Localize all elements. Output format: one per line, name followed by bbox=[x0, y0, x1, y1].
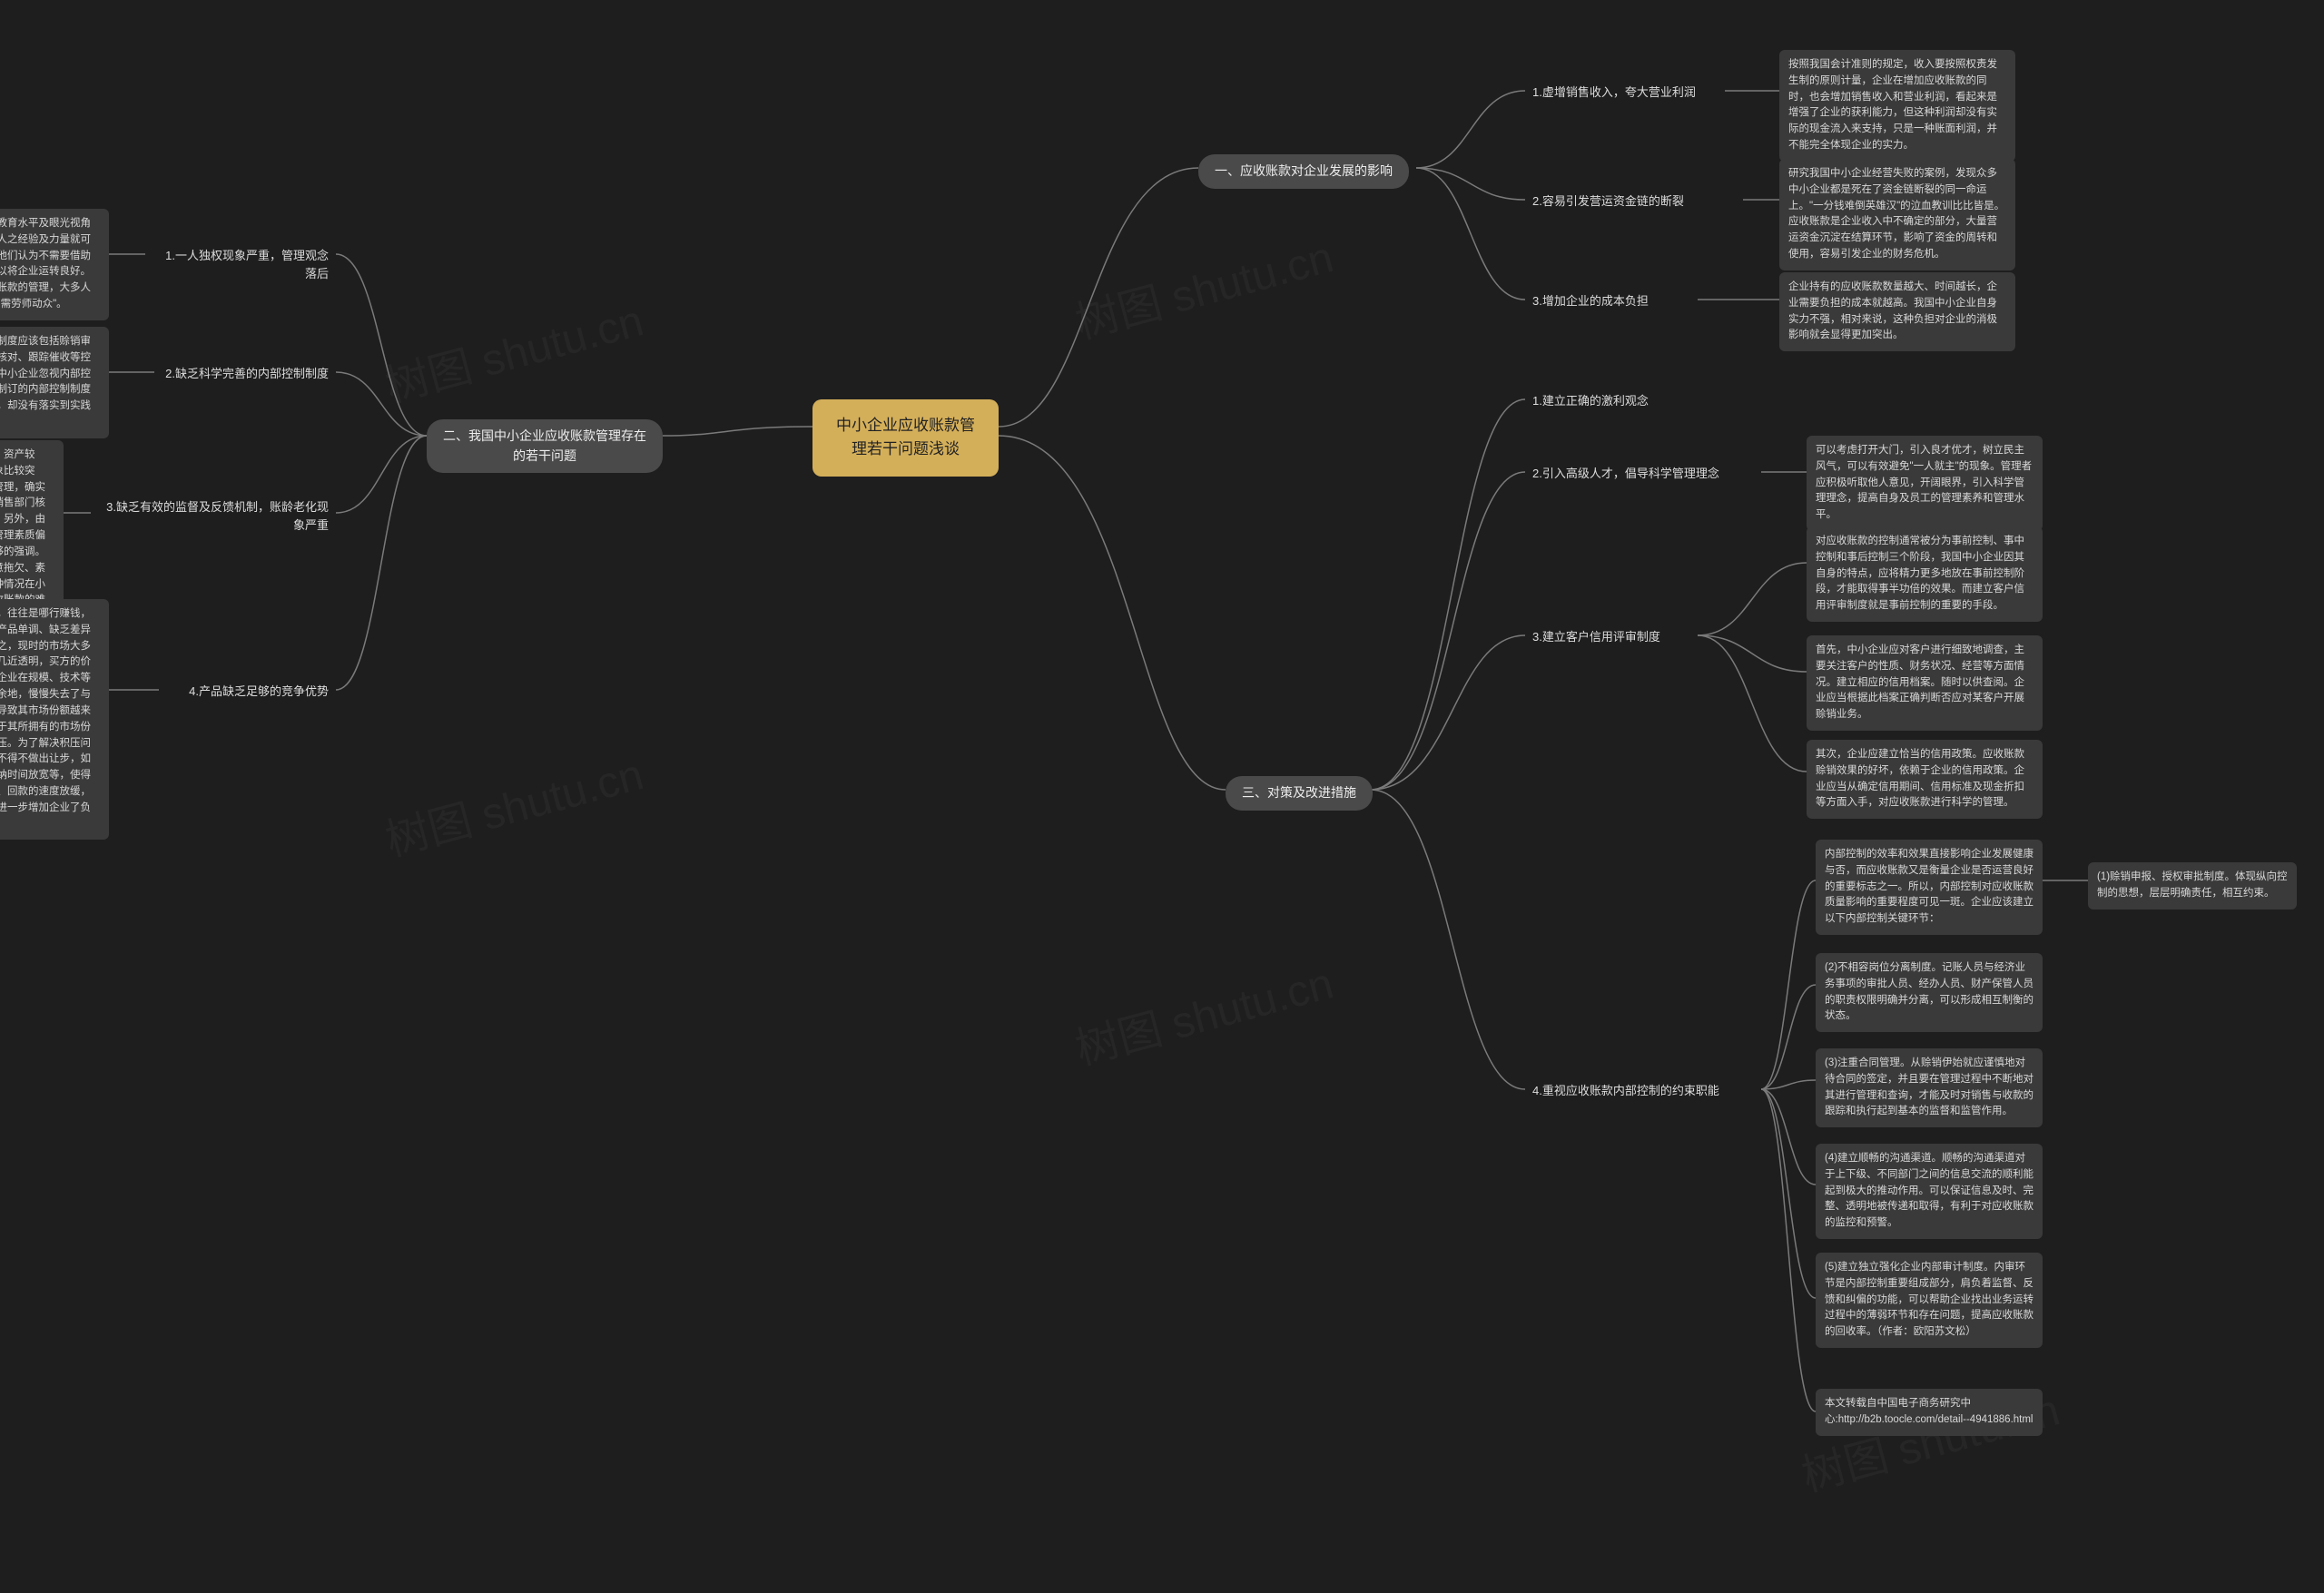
b1-leaf-3: 企业持有的应收账款数量越大、时间越长，企业需要负担的成本就越高。我国中小企业自身… bbox=[1779, 272, 2015, 351]
b3-s4-leaf-2: (2)不相容岗位分离制度。记账人员与经济业务事项的审批人员、经办人员、财产保管人… bbox=[1816, 953, 2043, 1032]
b3-s2-leaf: 可以考虑打开大门，引入良才优才，树立民主风气，可以有效避免"一人就主"的现象。管… bbox=[1807, 436, 2043, 531]
watermark: 树图 shutu.cn bbox=[378, 739, 649, 869]
b1-sub-2[interactable]: 2.容易引发营运资金链的断裂 bbox=[1525, 189, 1691, 214]
b3-s4-leaf-4: (4)建立顺畅的沟通渠道。顺畅的沟通渠道对于上下级、不同部门之间的信息交流的顺利… bbox=[1816, 1144, 2043, 1239]
branch-1[interactable]: 一、应收账款对企业发展的影响 bbox=[1198, 154, 1409, 189]
b2-leaf-2: 完善的应收账款内部控制制度应该包括赊销审批、及时完整记账、定期核对、跟踪催收等控… bbox=[0, 327, 109, 438]
branch-2[interactable]: 二、我国中小企业应收账款管理存在的若干问题 bbox=[427, 419, 663, 473]
b2-sub-3[interactable]: 3.缺乏有效的监督及反馈机制，账龄老化现象严重 bbox=[91, 495, 336, 538]
b1-sub-1[interactable]: 1.虚增销售收入，夸大营业利润 bbox=[1525, 80, 1703, 105]
b3-s4-leaf-1: (1)赊销申报、授权审批制度。体现纵向控制的思想，层层明确责任，相互约束。 bbox=[2088, 862, 2297, 910]
b1-sub-3[interactable]: 3.增加企业的成本负担 bbox=[1525, 289, 1656, 314]
b2-leaf-4: 中小企业战略定位不明确，往往是哪行赚钱，大家蜂拥，造成众多企业产品单调、缺乏差异… bbox=[0, 599, 109, 840]
b3-sub-4[interactable]: 4.重视应收账款内部控制的约束职能 bbox=[1525, 1078, 1727, 1104]
b2-sub-1[interactable]: 1.一人独权现象严重，管理观念落后 bbox=[147, 243, 336, 287]
b1-leaf-2: 研究我国中小企业经营失败的案例，发现众多中小企业都是死在了资金链断裂的同一命运上… bbox=[1779, 159, 2015, 270]
watermark: 树图 shutu.cn bbox=[1068, 948, 1339, 1077]
b3-sub-2[interactable]: 2.引入高级人才，倡导科学管理理念 bbox=[1525, 461, 1727, 487]
b1-leaf-1: 按照我国会计准则的规定，收入要按照权责发生制的原则计量，企业在增加应收账款的同时… bbox=[1779, 50, 2015, 162]
watermark: 树图 shutu.cn bbox=[378, 285, 649, 415]
b3-sub-3[interactable]: 3.建立客户信用评审制度 bbox=[1525, 624, 1668, 650]
b3-s4-leaf-3: (3)注重合同管理。从赊销伊始就应谨慎地对待合同的签定，并且要在管理过程中不断地… bbox=[1816, 1048, 2043, 1127]
b3-s3-leaf-2: 首先，中小企业应对客户进行细致地调查，主要关注客户的性质、财务状况、经营等方面情… bbox=[1807, 635, 2043, 731]
b3-s4-leaf-6: 本文转载自中国电子商务研究中心:http://b2b.toocle.com/de… bbox=[1816, 1389, 2043, 1436]
b3-sub-1[interactable]: 1.建立正确的激利观念 bbox=[1525, 388, 1656, 414]
root-node[interactable]: 中小企业应收账款管理若干问题浅谈 bbox=[812, 399, 999, 477]
b2-sub-2[interactable]: 2.缺乏科学完善的内部控制制度 bbox=[156, 361, 336, 387]
watermark: 树图 shutu.cn bbox=[1068, 221, 1339, 351]
b3-s4-leaf-5: (5)建立独立强化企业内部审计制度。内审环节是内部控制重要组成部分，肩负着监督、… bbox=[1816, 1253, 2043, 1348]
b2-leaf-1: 我国中小企业的管理者受教育水平及眼光视角的限制，往往认为凭借个人之经验及力量就可… bbox=[0, 209, 109, 320]
branch-3[interactable]: 三、对策及改进措施 bbox=[1226, 776, 1373, 811]
b2-sub-4[interactable]: 4.产品缺乏足够的竞争优势 bbox=[162, 679, 336, 704]
b3-s3-leaf-1: 对应收账款的控制通常被分为事前控制、事中控制和事后控制三个阶段，我国中小企业因其… bbox=[1807, 526, 2043, 622]
b3-s3-leaf-3: 其次，企业应建立恰当的信用政策。应收账款赊销效果的好坏，依赖于企业的信用政策。企… bbox=[1807, 740, 2043, 819]
b3-s4-intro: 内部控制的效率和效果直接影响企业发展健康与否，而应收账款又是衡量企业是否运营良好… bbox=[1816, 840, 2043, 935]
